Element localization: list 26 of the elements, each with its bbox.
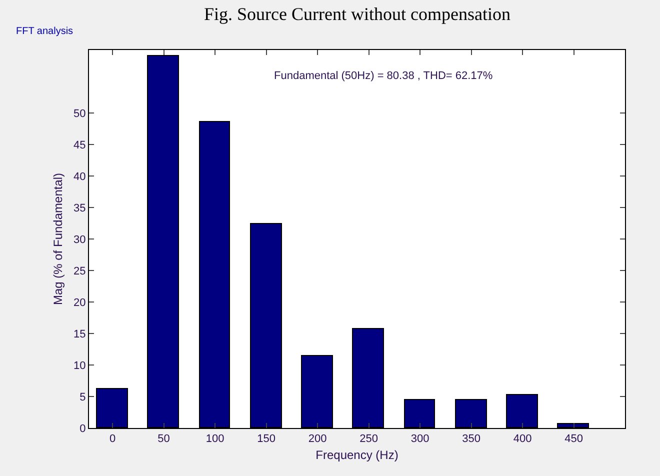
y-tick-label: 45: [74, 139, 86, 152]
y-tick-label: 35: [74, 202, 86, 214]
x-tick-label: 50: [158, 433, 170, 446]
y-tick-label: 40: [74, 170, 86, 183]
x-tick-label: 150: [257, 433, 276, 446]
x-tick-label: 200: [308, 433, 327, 446]
x-tick-label: 450: [564, 433, 583, 446]
x-tick-label: 0: [110, 433, 116, 446]
y-tick-label: 50: [74, 108, 86, 120]
y-tick-label: 30: [74, 234, 86, 246]
chart-title: Fig. Source Current without compensation: [204, 4, 510, 24]
y-tick-label: 5: [80, 391, 86, 404]
x-axis-title: Frequency (Hz): [316, 448, 398, 462]
x-tick-label: 250: [360, 433, 378, 446]
y-tick-label: 20: [74, 296, 86, 309]
text: FFT analysis: [16, 26, 74, 37]
y-tick-label: 10: [74, 360, 86, 372]
y-tick-label: 25: [74, 265, 86, 278]
y-tick-label: 0: [80, 422, 86, 435]
y-axis-title: Mag (% of Fundamental): [50, 172, 65, 306]
x-tick-label: 350: [462, 433, 480, 446]
text: Fundamental (50Hz) = 80.38 , THD= 62.17%: [274, 70, 493, 82]
x-tick-label: 400: [513, 433, 532, 446]
x-tick-label: 100: [206, 433, 224, 446]
x-tick-label: 300: [410, 433, 430, 446]
y-tick-label: 15: [74, 328, 86, 340]
